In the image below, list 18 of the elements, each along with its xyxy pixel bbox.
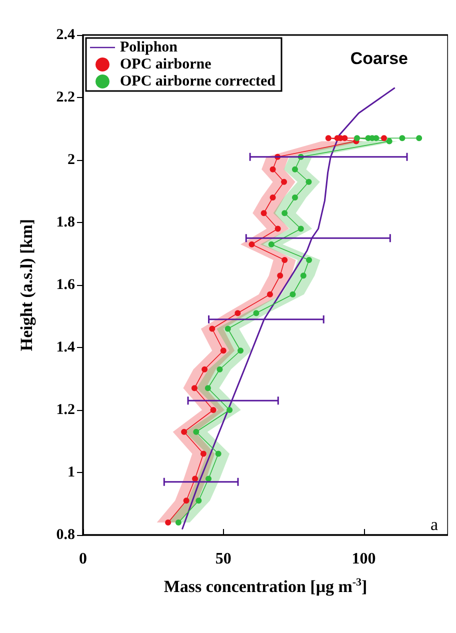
y-tick-label: 1.8 — [56, 214, 75, 230]
annotation: Coarse — [350, 49, 408, 68]
y-tick-label: 2.4 — [56, 27, 76, 43]
legend-label: OPC airborne — [120, 56, 212, 72]
y-tick-label: 1.2 — [56, 402, 75, 418]
y-axis-title: Height (a.s.l) [km] — [17, 218, 36, 352]
x-tick-label: 0 — [79, 550, 87, 568]
y-tick-label: 1.6 — [56, 277, 76, 293]
legend-label: Poliphon — [120, 40, 178, 56]
x-tick-label: 50 — [215, 550, 232, 568]
annotation: a — [430, 515, 438, 534]
y-tick-label: 2 — [68, 152, 75, 168]
x-tick-label: 100 — [352, 550, 376, 568]
legend-label: OPC airborne corrected — [120, 74, 276, 90]
y-tick-label: 0.8 — [56, 527, 75, 543]
y-tick-label: 1 — [68, 464, 75, 480]
y-tick-label: 1.4 — [56, 340, 76, 356]
y-tick-label: 2.2 — [56, 90, 75, 106]
